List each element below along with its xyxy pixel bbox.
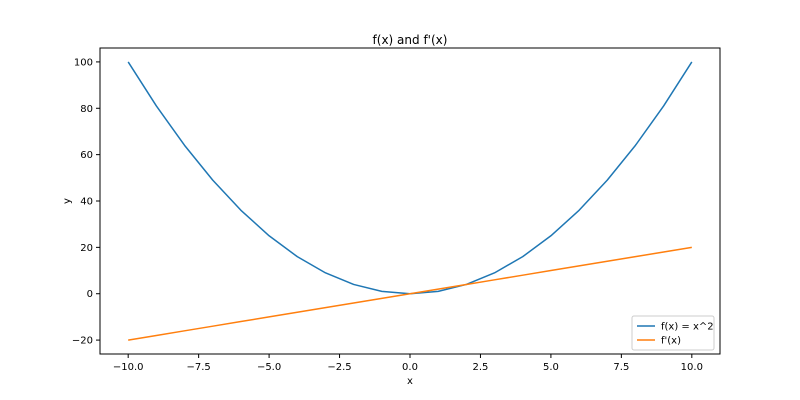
chart-title: f(x) and f'(x) xyxy=(373,33,448,47)
x-axis: −10.0 −7.5 −5.0 −2.5 0.0 2.5 5.0 7.5 10.0 xyxy=(113,354,703,373)
series-line-2 xyxy=(128,246,692,341)
x-tick-label: −10.0 xyxy=(113,362,144,373)
legend: f(x) = x^2 f'(x) xyxy=(631,315,715,351)
y-axis-label: y xyxy=(62,198,73,204)
series-layer xyxy=(127,61,693,341)
x-tick-label: 5.0 xyxy=(543,362,559,373)
legend-box xyxy=(631,315,715,351)
legend-label-1: f(x) = x^2 xyxy=(661,322,714,333)
y-tick-label: 40 xyxy=(80,197,93,208)
x-axis-label: x xyxy=(407,376,413,387)
x-tick-label: −7.5 xyxy=(186,362,210,373)
y-axis: −20 0 20 40 60 80 100 xyxy=(72,57,100,347)
x-tick-label: −2.5 xyxy=(327,362,351,373)
y-tick-label: 100 xyxy=(74,57,93,68)
y-tick-label: 80 xyxy=(80,104,93,115)
x-tick-label: 7.5 xyxy=(613,362,629,373)
y-tick-label: 60 xyxy=(80,150,93,161)
y-tick-label: 20 xyxy=(80,243,93,254)
x-tick-label: −5.0 xyxy=(257,362,281,373)
y-tick-label: −20 xyxy=(72,336,93,347)
x-tick-label: 2.5 xyxy=(473,362,489,373)
y-tick-label: 0 xyxy=(87,289,93,300)
x-tick-label: 0.0 xyxy=(402,362,418,373)
x-tick-label: 10.0 xyxy=(681,362,703,373)
legend-label-2: f'(x) xyxy=(661,336,681,347)
plot-area: −10.0 −7.5 −5.0 −2.5 0.0 2.5 5.0 7.5 10.0 −20 0 20… xyxy=(72,47,721,373)
